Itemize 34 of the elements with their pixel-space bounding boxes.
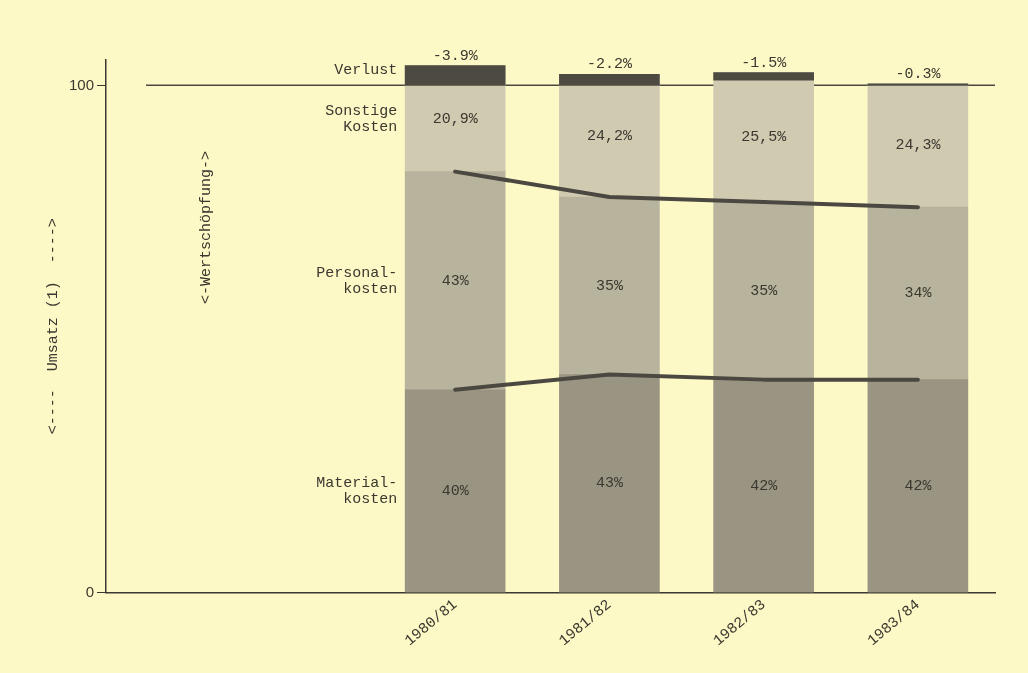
bar [713,72,814,81]
data-label: 24,2% [586,127,633,145]
data-label: 40% [441,482,470,500]
data-label: -2.2% [586,56,633,74]
data-label: 25,5% [741,129,788,147]
bar [867,379,969,593]
bar [867,83,969,208]
data-label: 35% [750,282,779,300]
data-label: -3.9% [432,47,479,65]
series-label: Verlust [334,61,398,79]
data-label: 43% [441,272,470,290]
bar [404,389,506,593]
bar [559,374,660,593]
bar [867,206,969,380]
series-label: Material- kosten [316,474,398,508]
bar [404,171,506,391]
data-label: 34% [904,285,933,303]
series-label: Sonstige Kosten [325,102,398,136]
data-label: 24,3% [895,137,942,155]
data-label: 35% [595,277,624,295]
series-label: Personal- kosten [316,264,398,298]
data-label: 42% [904,477,933,495]
bar [713,201,814,380]
data-label: -1.5% [741,54,788,72]
text: <-Wertschöpfung-> [198,150,215,304]
y-tick-label: 0 [85,582,95,600]
data-label: -0.3% [895,65,942,83]
y-tick-label: 100 [69,75,95,93]
data-label: 20,9% [432,110,479,128]
bar [713,379,814,593]
data-label: 42% [750,477,779,495]
bar [559,196,660,375]
y-axis-title: <---- Umsatz (1) ----> [44,218,62,435]
data-label: 43% [595,475,624,493]
